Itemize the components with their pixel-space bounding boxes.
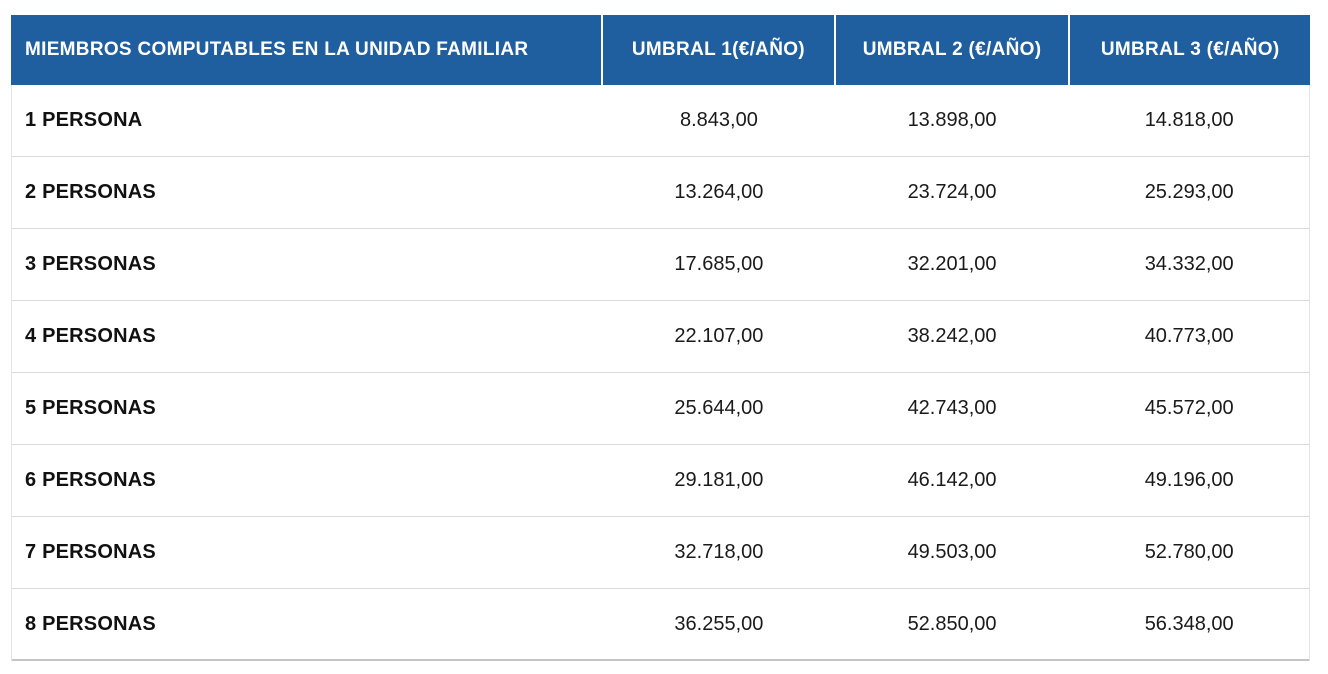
header-cell-umbral-1: UMBRAL 1(€/AÑO): [603, 15, 834, 85]
row-umbral-2-cell: 42.743,00: [907, 397, 997, 419]
row-umbral-3-cell: 34.332,00: [1144, 253, 1234, 275]
table-body: 1 PERSONA 8.843,00 13.898,00 14.818,00 2…: [11, 85, 1310, 661]
row-umbral-1-cell: 13.264,00: [674, 181, 764, 203]
table-row: 6 PERSONAS 29.181,00 46.142,00 49.196,00: [12, 445, 1309, 517]
row-umbral-3-cell: 49.196,00: [1144, 469, 1234, 491]
row-umbral-3-cell: 25.293,00: [1144, 181, 1234, 203]
row-umbral-2-cell: 38.242,00: [907, 325, 997, 347]
header-cell-umbral-3: UMBRAL 3 (€/AÑO): [1070, 15, 1310, 85]
table-row: 1 PERSONA 8.843,00 13.898,00 14.818,00: [12, 85, 1309, 157]
table-row: 7 PERSONAS 32.718,00 49.503,00 52.780,00: [12, 517, 1309, 589]
row-umbral-3-cell: 40.773,00: [1144, 325, 1234, 347]
row-umbral-3-cell: 45.572,00: [1144, 397, 1234, 419]
row-umbral-1-cell: 22.107,00: [674, 325, 764, 347]
income-thresholds-table: MIEMBROS COMPUTABLES EN LA UNIDAD FAMILI…: [11, 15, 1310, 661]
table-row: 5 PERSONAS 25.644,00 42.743,00 45.572,00: [12, 373, 1309, 445]
row-umbral-1-cell: 32.718,00: [674, 541, 764, 563]
header-cell-miembros: MIEMBROS COMPUTABLES EN LA UNIDAD FAMILI…: [11, 15, 602, 85]
row-umbral-3-cell: 52.780,00: [1144, 541, 1234, 563]
row-umbral-2-cell: 13.898,00: [907, 109, 997, 131]
row-umbral-2-cell: 46.142,00: [907, 469, 997, 491]
row-label-cell: 7 PERSONAS: [25, 541, 156, 563]
row-umbral-2-cell: 32.201,00: [907, 253, 997, 275]
row-umbral-1-cell: 36.255,00: [674, 612, 764, 635]
table-row: 8 PERSONAS 36.255,00 52.850,00 56.348,00: [12, 589, 1309, 661]
row-label-cell: 8 PERSONAS: [25, 612, 156, 635]
row-label-cell: 6 PERSONAS: [25, 469, 156, 491]
table-row: 2 PERSONAS 13.264,00 23.724,00 25.293,00: [12, 157, 1309, 229]
table-row: 4 PERSONAS 22.107,00 38.242,00 40.773,00: [12, 301, 1309, 373]
row-umbral-2-cell: 23.724,00: [907, 181, 997, 203]
row-umbral-3-cell: 56.348,00: [1144, 612, 1234, 635]
row-umbral-1-cell: 25.644,00: [674, 397, 764, 419]
table-row: 3 PERSONAS 17.685,00 32.201,00 34.332,00: [12, 229, 1309, 301]
row-label-cell: 3 PERSONAS: [25, 253, 156, 275]
row-umbral-2-cell: 52.850,00: [907, 612, 997, 635]
row-umbral-3-cell: 14.818,00: [1144, 109, 1234, 131]
row-label-cell: 5 PERSONAS: [25, 397, 156, 419]
row-label-cell: 2 PERSONAS: [25, 181, 156, 203]
header-cell-umbral-2: UMBRAL 2 (€/AÑO): [835, 15, 1069, 85]
row-label-cell: 4 PERSONAS: [25, 325, 156, 347]
table-header-row: MIEMBROS COMPUTABLES EN LA UNIDAD FAMILI…: [11, 15, 1310, 85]
row-umbral-2-cell: 49.503,00: [907, 541, 997, 563]
row-umbral-1-cell: 8.843,00: [679, 109, 758, 131]
row-label-cell: 1 PERSONA: [25, 109, 143, 131]
row-umbral-1-cell: 17.685,00: [674, 253, 764, 275]
row-umbral-1-cell: 29.181,00: [674, 469, 764, 491]
